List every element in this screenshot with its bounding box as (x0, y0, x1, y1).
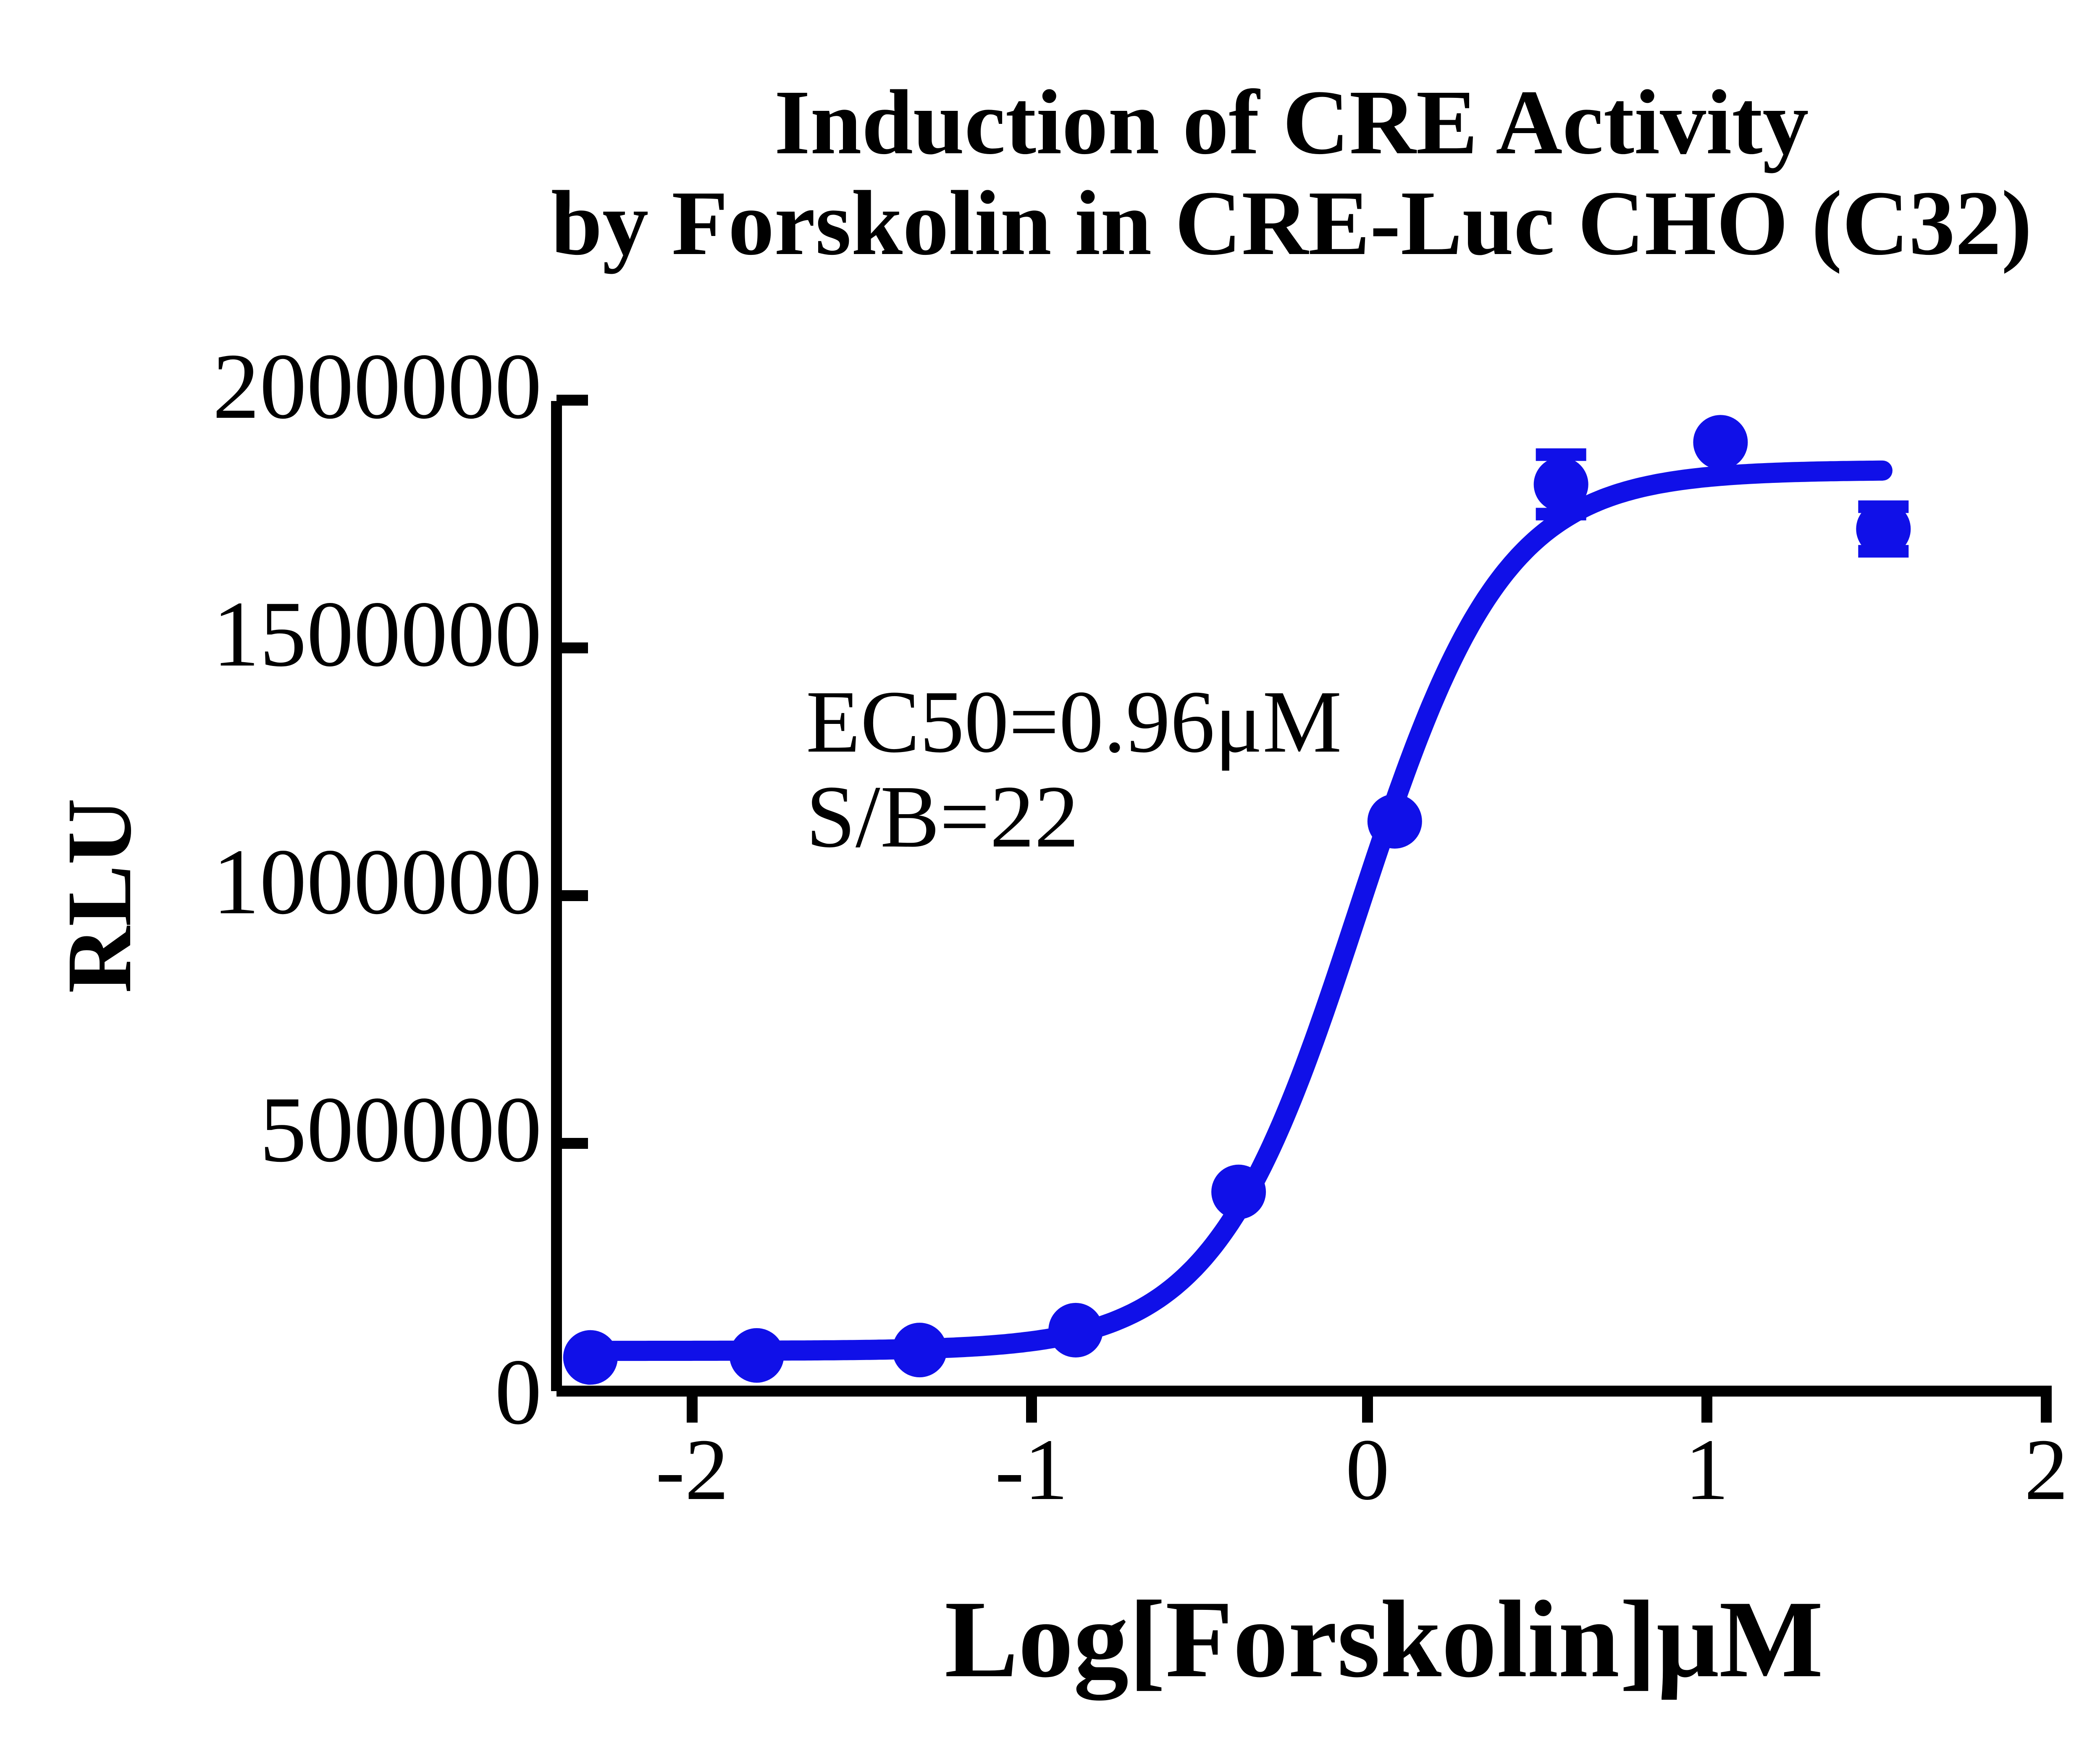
svg-text:0: 0 (495, 1340, 542, 1444)
svg-text:by Forskolin in CRE-Luc CHO (C: by Forskolin in CRE-Luc CHO (C32) (551, 172, 2032, 274)
svg-text:EC50=0.96μM: EC50=0.96μM (806, 672, 1342, 771)
svg-text:Log[Forskolin]μM: Log[Forskolin]μM (945, 1578, 1823, 1702)
svg-text:1: 1 (1685, 1421, 1729, 1518)
svg-text:-2: -2 (656, 1421, 729, 1518)
svg-text:500000: 500000 (260, 1077, 542, 1182)
svg-text:-1: -1 (995, 1421, 1068, 1518)
svg-text:2000000: 2000000 (213, 334, 542, 438)
svg-text:1500000: 1500000 (213, 582, 542, 686)
svg-text:0: 0 (1346, 1421, 1390, 1518)
svg-text:1000000: 1000000 (213, 830, 542, 934)
svg-text:RLU: RLU (48, 798, 150, 993)
svg-text:2: 2 (2024, 1421, 2068, 1518)
svg-text:S/B=22: S/B=22 (806, 767, 1079, 866)
svg-text:Induction of CRE Activity: Induction of CRE Activity (774, 71, 1809, 173)
